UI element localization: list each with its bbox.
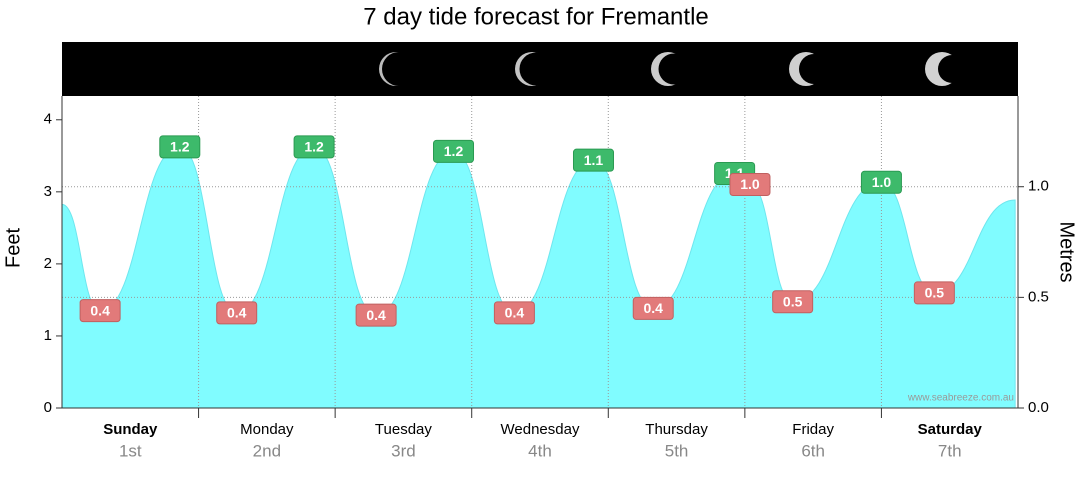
low-tide-label-box (632, 296, 674, 320)
low-tide-label-box (729, 173, 771, 197)
day-label: Thursday (645, 421, 708, 438)
day-label: Monday (240, 421, 294, 438)
y-tick-label: 3 (44, 183, 52, 200)
high-tide-label: 1.2 (304, 139, 324, 155)
high-tide-label-box (293, 135, 335, 159)
low-tide-label: 0.5 (783, 293, 803, 309)
y2-tick-label: 0.0 (1028, 399, 1049, 416)
date-label: 1st (119, 441, 142, 460)
low-tide-label-box (493, 301, 535, 325)
y-tick-label: 0 (44, 399, 52, 416)
day-label: Saturday (918, 421, 983, 438)
date-label: 3rd (391, 441, 416, 460)
high-tide-label: 1.2 (444, 143, 464, 159)
y-axis-title: Feet (2, 228, 24, 268)
date-label: 5th (665, 441, 689, 460)
high-tide-label-box (159, 135, 201, 159)
low-tide-label: 1.0 (740, 176, 760, 192)
date-label: 4th (528, 441, 552, 460)
y-tick-label: 1 (44, 327, 52, 344)
day-label: Friday (792, 421, 834, 438)
y-tick-label: 4 (44, 111, 52, 128)
low-tide-label: 0.4 (505, 305, 525, 321)
y2-tick-label: 1.0 (1028, 178, 1049, 195)
high-tide-label: 1.1 (584, 152, 604, 168)
low-tide-label-box (216, 301, 258, 325)
chart-title: 7 day tide forecast for Fremantle (363, 3, 709, 30)
y2-tick-label: 0.5 (1028, 288, 1049, 305)
low-tide-label-box (79, 299, 121, 323)
moon-phases (379, 52, 966, 86)
y2-axis-title: Metres (1056, 221, 1078, 282)
low-tide-label: 0.5 (925, 285, 945, 301)
high-tide-label-box (572, 148, 614, 172)
date-label: 6th (801, 441, 825, 460)
low-tide-label-box (355, 303, 397, 327)
high-tide-label: 1.2 (170, 139, 190, 155)
low-tide-label-box (913, 281, 955, 305)
low-tide-label: 0.4 (366, 307, 386, 323)
high-tide-label-box (860, 170, 902, 194)
date-label: 2nd (253, 441, 281, 460)
low-tide-label-box (772, 290, 814, 314)
high-tide-label: 1.0 (872, 174, 892, 190)
date-label: 7th (938, 441, 962, 460)
low-tide-label: 0.4 (227, 305, 247, 321)
day-label: Wednesday (501, 421, 580, 438)
day-label: Sunday (103, 421, 158, 438)
low-tide-label: 0.4 (644, 300, 664, 316)
low-tide-label: 0.4 (90, 302, 110, 318)
day-label: Tuesday (375, 421, 432, 438)
y-tick-label: 2 (44, 255, 52, 272)
high-tide-label-box (433, 139, 475, 163)
watermark: www.seabreeze.com.au (907, 393, 1014, 404)
